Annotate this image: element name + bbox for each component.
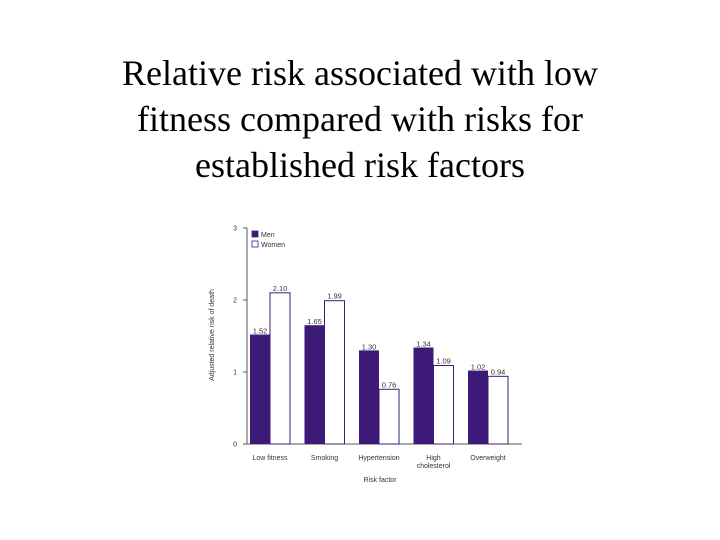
- bar-women-2: [378, 388, 400, 445]
- category-label-0: Low fitness: [252, 455, 288, 462]
- y-axis-label: Adjusted relative risk of death: [209, 289, 216, 381]
- category-label-1: Smoking: [311, 455, 338, 462]
- value-label-men-1: 1.65: [307, 317, 322, 326]
- x-axis-label: Risk factor: [363, 477, 397, 484]
- legend-label-women: Women: [261, 242, 285, 249]
- bar-women-1: [324, 300, 345, 445]
- value-label-women-1: 1.99: [327, 292, 342, 301]
- category-label-4: Overweight: [470, 455, 505, 462]
- bar-women-0: [269, 292, 291, 445]
- legend-swatch-men: [251, 230, 259, 238]
- y-tick-label-0: 0: [233, 442, 237, 449]
- slide-title: Relative risk associated with low fitnes…: [60, 50, 660, 188]
- bar-men-3: [413, 347, 434, 444]
- slide-title-line-1: Relative risk associated with low: [122, 53, 598, 93]
- bar-men-0: [250, 334, 270, 444]
- category-label-3-1: cholesterol: [417, 463, 451, 470]
- bar-men-4: [468, 370, 488, 444]
- category-label-2: Hypertension: [358, 455, 399, 462]
- value-label-women-2: 0.76: [382, 380, 397, 389]
- bar-men-1: [304, 325, 325, 444]
- value-label-women-4: 0.94: [491, 367, 506, 376]
- y-tick-label-1: 1: [233, 370, 237, 377]
- bar-women-3: [433, 365, 454, 445]
- value-label-men-0: 1.52: [253, 327, 268, 336]
- slide-title-line-2: fitness compared with risks for: [137, 99, 583, 139]
- legend-swatch-women: [251, 240, 259, 248]
- slide-title-line-3: established risk factors: [195, 145, 525, 185]
- value-label-women-0: 2.10: [273, 284, 288, 293]
- legend-label-men: Men: [261, 232, 275, 239]
- value-label-men-3: 1.34: [416, 340, 431, 349]
- value-label-men-4: 1.02: [471, 363, 486, 372]
- y-tick-label-3: 3: [233, 226, 237, 233]
- y-tick-label-2: 2: [233, 298, 237, 305]
- value-label-women-3: 1.09: [436, 357, 451, 366]
- category-label-3-0: High: [426, 455, 441, 462]
- value-label-men-2: 1.30: [362, 342, 377, 351]
- bar-women-4: [487, 375, 509, 445]
- bar-men-2: [359, 350, 379, 444]
